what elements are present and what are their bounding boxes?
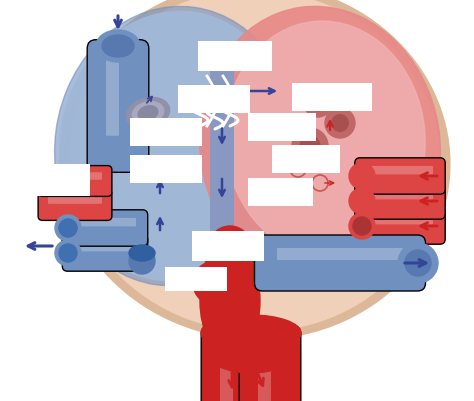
FancyBboxPatch shape <box>239 325 301 401</box>
Bar <box>130 118 202 146</box>
FancyBboxPatch shape <box>48 196 102 204</box>
Ellipse shape <box>325 108 355 138</box>
Ellipse shape <box>129 245 155 261</box>
FancyBboxPatch shape <box>255 235 426 291</box>
Ellipse shape <box>59 244 77 262</box>
FancyBboxPatch shape <box>367 216 433 225</box>
Ellipse shape <box>300 136 320 156</box>
FancyBboxPatch shape <box>258 338 271 401</box>
Ellipse shape <box>225 21 425 257</box>
FancyBboxPatch shape <box>201 325 263 401</box>
Bar <box>210 61 234 246</box>
Ellipse shape <box>205 226 255 286</box>
Bar <box>192 231 264 261</box>
Bar <box>165 267 227 291</box>
Ellipse shape <box>132 101 164 124</box>
Ellipse shape <box>398 243 438 283</box>
Ellipse shape <box>349 163 375 189</box>
FancyBboxPatch shape <box>48 172 102 180</box>
FancyBboxPatch shape <box>74 218 136 227</box>
Ellipse shape <box>304 89 332 117</box>
Ellipse shape <box>200 6 440 286</box>
FancyBboxPatch shape <box>355 158 445 194</box>
Ellipse shape <box>193 261 237 305</box>
FancyBboxPatch shape <box>355 208 445 244</box>
Bar <box>198 41 272 71</box>
Bar <box>292 83 372 111</box>
Ellipse shape <box>201 315 301 351</box>
FancyBboxPatch shape <box>87 40 149 172</box>
Ellipse shape <box>55 215 81 241</box>
Ellipse shape <box>310 95 326 111</box>
Bar <box>272 145 340 173</box>
Ellipse shape <box>70 0 440 331</box>
Ellipse shape <box>55 240 81 266</box>
FancyBboxPatch shape <box>367 166 433 174</box>
FancyBboxPatch shape <box>367 191 433 199</box>
Ellipse shape <box>353 217 371 235</box>
Ellipse shape <box>138 106 158 120</box>
Ellipse shape <box>60 0 450 339</box>
Ellipse shape <box>102 35 134 57</box>
Ellipse shape <box>206 329 296 373</box>
Bar <box>130 155 202 183</box>
FancyBboxPatch shape <box>62 210 148 246</box>
Ellipse shape <box>96 30 140 62</box>
FancyBboxPatch shape <box>62 235 148 271</box>
FancyBboxPatch shape <box>74 243 136 251</box>
FancyBboxPatch shape <box>106 53 119 136</box>
Bar <box>178 85 250 113</box>
Ellipse shape <box>59 219 77 237</box>
Ellipse shape <box>55 6 295 286</box>
Ellipse shape <box>405 250 431 276</box>
FancyBboxPatch shape <box>220 338 233 401</box>
Bar <box>248 178 313 206</box>
FancyBboxPatch shape <box>355 183 445 219</box>
Ellipse shape <box>349 188 375 214</box>
Bar <box>30 164 90 196</box>
Bar <box>248 113 316 141</box>
Ellipse shape <box>127 97 170 129</box>
FancyBboxPatch shape <box>38 190 112 221</box>
Ellipse shape <box>332 115 348 131</box>
Ellipse shape <box>292 128 328 164</box>
Ellipse shape <box>200 246 260 356</box>
Ellipse shape <box>129 248 155 274</box>
FancyBboxPatch shape <box>277 248 403 260</box>
Ellipse shape <box>60 11 291 281</box>
FancyBboxPatch shape <box>38 166 112 196</box>
Ellipse shape <box>349 213 375 239</box>
